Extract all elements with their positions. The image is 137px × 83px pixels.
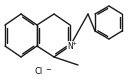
Text: N: N [67,42,73,50]
Text: −: − [45,66,51,72]
Text: +: + [71,41,76,46]
Text: Cl: Cl [35,67,43,77]
